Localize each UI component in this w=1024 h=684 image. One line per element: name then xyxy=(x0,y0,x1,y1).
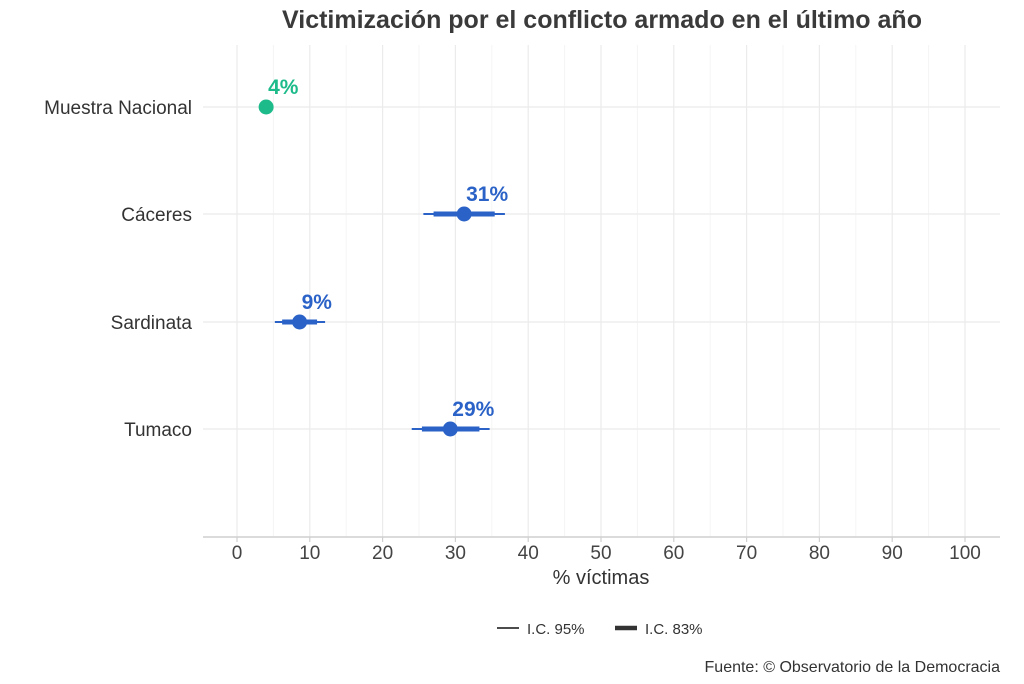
category-labels: Muestra Nacional Cáceres Sardinata Tumaco xyxy=(44,98,192,441)
x-tick-label: 40 xyxy=(518,543,539,564)
data-label: 9% xyxy=(302,291,333,314)
data-label: 31% xyxy=(466,183,508,206)
category-label: Cáceres xyxy=(121,205,192,226)
legend-label: I.C. 95% xyxy=(527,621,585,638)
x-tick-label: 100 xyxy=(949,543,981,564)
x-tick-label: 80 xyxy=(809,543,830,564)
x-tick-label: 30 xyxy=(445,543,466,564)
x-tick-label: 10 xyxy=(299,543,320,564)
x-tick-label: 20 xyxy=(372,543,393,564)
category-label: Muestra Nacional xyxy=(44,98,192,119)
x-tick-label: 70 xyxy=(736,543,757,564)
x-tick-label: 90 xyxy=(882,543,903,564)
x-tick-label: 60 xyxy=(663,543,684,564)
x-tick-label: 0 xyxy=(232,543,243,564)
point-estimate xyxy=(442,421,458,437)
point-estimate xyxy=(292,314,308,330)
category-label: Tumaco xyxy=(124,420,192,441)
data-marks: 4% 31% 9% 29% xyxy=(258,76,508,437)
x-tick-label: 50 xyxy=(590,543,611,564)
legend-label: I.C. 83% xyxy=(645,621,703,638)
category-label: Sardinata xyxy=(111,313,193,334)
data-label: 4% xyxy=(268,76,299,99)
chart-title: Victimización por el conflicto armado en… xyxy=(282,6,922,34)
source-caption: Fuente: © Observatorio de la Democracia xyxy=(705,659,1001,676)
x-axis-title: % víctimas xyxy=(553,567,650,589)
point-estimate xyxy=(258,99,274,115)
grid-lines xyxy=(203,45,1000,537)
data-label: 29% xyxy=(452,398,494,421)
point-estimate xyxy=(456,206,472,222)
x-axis: 0 10 20 30 40 50 60 70 80 90 100 xyxy=(203,536,1000,564)
legend: I.C. 95% I.C. 83% xyxy=(497,621,703,638)
